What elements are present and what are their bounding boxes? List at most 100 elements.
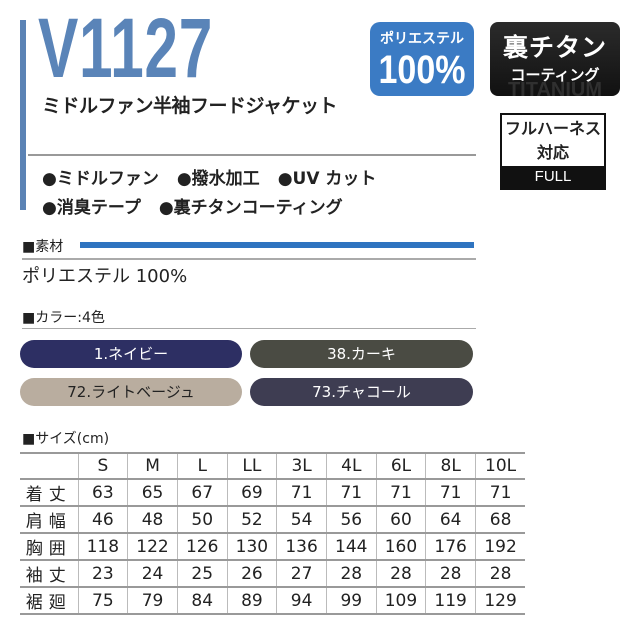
feature-list-line1: ●ミドルファン ●撥水加工 ●UV カット [42, 164, 394, 189]
table-cell: 23 [77, 560, 128, 588]
color-swatch-navy: 1.ネイビー [20, 340, 242, 368]
feature-item: ●撥水加工 [176, 169, 260, 189]
table-cell: 79 [127, 587, 178, 615]
titanium-badge: 裏チタン コーティング TITANIUM [490, 22, 620, 96]
table-row: 袖丈 23 24 25 26 27 28 28 28 28 [20, 560, 526, 588]
table-row: 胸囲 118 122 126 130 136 144 160 176 192 [20, 533, 526, 561]
table-cell: 26 [226, 560, 277, 588]
table-header-row: S M L LL 3L 4L 6L 8L 10L [20, 452, 526, 480]
table-cell: 60 [375, 506, 426, 534]
table-cell: 119 [425, 587, 476, 615]
corner-cell [20, 452, 78, 480]
column-header: M [127, 452, 178, 480]
badge-en: FULL HARNESS [502, 166, 604, 207]
table-cell: 89 [226, 587, 277, 615]
model-number: V1127 [38, 1, 214, 95]
table-row: 着丈 63 65 67 69 71 71 71 71 71 [20, 479, 526, 507]
badge-jp-line2: 対応 [536, 143, 569, 162]
table-cell: 160 [375, 533, 426, 561]
size-heading: ■サイズ(cm) [22, 431, 110, 447]
table-cell: 130 [226, 533, 277, 561]
table-cell: 28 [425, 560, 476, 588]
table-cell: 71 [425, 479, 476, 507]
table-cell: 63 [77, 479, 128, 507]
table-cell: 122 [127, 533, 178, 561]
table-cell: 99 [325, 587, 377, 615]
table-cell: 52 [226, 506, 277, 534]
table-cell: 67 [176, 479, 228, 507]
table-cell: 71 [276, 479, 327, 507]
column-header: S [77, 452, 128, 480]
table-cell: 28 [325, 560, 377, 588]
table-cell: 65 [127, 479, 178, 507]
table-cell: 64 [425, 506, 476, 534]
divider [28, 154, 476, 156]
feature-item: ●ミドルファン [42, 169, 159, 189]
table-cell: 126 [176, 533, 228, 561]
column-header: 8L [425, 452, 476, 480]
table-cell: 24 [127, 560, 178, 588]
badge-watermark: TITANIUM [507, 79, 603, 96]
row-label: 肩幅 [20, 506, 78, 534]
feature-item: ●裏チタンコーティング [158, 198, 343, 218]
table-cell: 56 [325, 506, 377, 534]
color-swatch-khaki: 38.カーキ [250, 340, 473, 368]
column-header: 4L [325, 452, 377, 480]
table-cell: 68 [475, 506, 526, 534]
table-cell: 71 [475, 479, 526, 507]
material-heading: ■素材 [22, 239, 64, 255]
full-harness-badge: フルハーネス 対応 FULL HARNESS [500, 113, 606, 207]
table-cell: 71 [325, 479, 377, 507]
badge-title: 裏チタン [502, 33, 607, 62]
row-label: 胸囲 [20, 533, 78, 561]
table-cell: 75 [77, 587, 128, 615]
divider [22, 328, 476, 329]
table-cell: 71 [375, 479, 426, 507]
row-label: 裾廻 [20, 587, 78, 615]
row-label: 着丈 [20, 479, 78, 507]
polyester-badge: ポリエステル 100% [370, 22, 474, 96]
table-cell: 94 [276, 587, 327, 615]
badge-value: 100% [378, 48, 466, 92]
table-cell: 192 [475, 533, 526, 561]
size-table: S M L LL 3L 4L 6L 8L 10L 着丈 63 65 67 69 71 71 7… [20, 452, 526, 615]
column-header: LL [226, 452, 277, 480]
table-cell: 28 [475, 560, 526, 588]
table-cell: 144 [325, 533, 377, 561]
table-cell: 129 [475, 587, 526, 615]
badge-subtitle: コーティング [510, 66, 600, 84]
divider [22, 258, 476, 260]
table-cell: 69 [226, 479, 277, 507]
material-value: ポリエステル 100% [22, 266, 188, 287]
feature-list-line2: ●消臭テープ ●裏チタンコーティング [42, 193, 361, 218]
table-cell: 176 [425, 533, 476, 561]
row-label: 袖丈 [20, 560, 78, 588]
table-row: 肩幅 46 48 50 52 54 56 60 64 68 [20, 506, 526, 534]
accent-bar [20, 20, 26, 210]
column-header: 6L [375, 452, 426, 480]
table-cell: 118 [77, 533, 128, 561]
feature-item: ●消臭テープ [42, 198, 141, 218]
badge-label: ポリエステル [380, 31, 464, 47]
column-header: 3L [276, 452, 327, 480]
badge-jp-line1: フルハーネス [504, 119, 601, 138]
table-row: 裾廻 75 79 84 89 94 99 109 119 129 [20, 587, 526, 615]
color-swatch-charcoal: 73.チャコール [250, 378, 473, 406]
column-header: 10L [475, 452, 526, 480]
table-cell: 25 [176, 560, 228, 588]
table-cell: 50 [176, 506, 228, 534]
table-cell: 28 [375, 560, 426, 588]
product-title: ミドルファン半袖フードジャケット [42, 95, 338, 117]
table-cell: 46 [77, 506, 128, 534]
table-cell: 48 [127, 506, 178, 534]
color-heading: ■カラー:4色 [22, 310, 105, 326]
color-swatch-light-beige: 72.ライトベージュ [20, 378, 242, 406]
table-cell: 54 [276, 506, 327, 534]
feature-item: ●UV カット [277, 169, 377, 189]
column-header: L [176, 452, 228, 480]
table-cell: 109 [375, 587, 426, 615]
material-accent-bar [80, 242, 474, 248]
table-cell: 27 [276, 560, 327, 588]
table-cell: 84 [176, 587, 228, 615]
table-cell: 136 [276, 533, 327, 561]
